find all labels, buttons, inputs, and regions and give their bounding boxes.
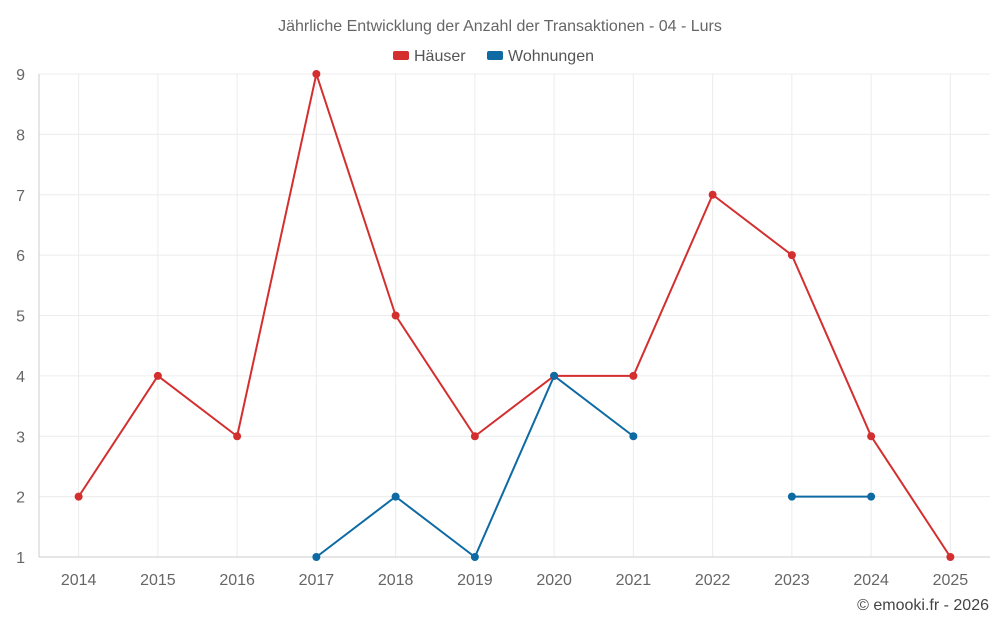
- data-point-haeuser[interactable]: [946, 553, 955, 561]
- y-tick-label: 1: [16, 550, 25, 567]
- y-tick-label: 7: [16, 188, 25, 205]
- data-point-haeuser[interactable]: [312, 70, 321, 78]
- x-tick-label: 2021: [616, 572, 652, 589]
- y-tick-label: 9: [16, 67, 25, 84]
- axes: 1 2 3 4 5 6 7 8 9 2014 2015 2016 2017 2018 2019 2020 202…: [16, 67, 990, 589]
- data-point-wohnungen[interactable]: [550, 371, 559, 380]
- x-tick-label: 2018: [378, 572, 414, 589]
- y-tick-label: 6: [16, 248, 25, 265]
- x-tick-label: 2019: [457, 572, 493, 589]
- x-tick-label: 2014: [61, 572, 97, 589]
- data-point-wohnungen[interactable]: [312, 553, 321, 561]
- data-point-wohnungen[interactable]: [867, 492, 876, 501]
- y-tick-label: 3: [16, 429, 25, 446]
- series-haeuser: [74, 70, 955, 561]
- x-tick-label: 2023: [774, 572, 810, 589]
- data-point-haeuser[interactable]: [470, 432, 479, 441]
- x-tick-label: 2016: [219, 572, 255, 589]
- x-tick-label: 2015: [140, 572, 176, 589]
- series: [74, 70, 955, 561]
- x-tick-label: 2024: [853, 572, 889, 589]
- data-point-haeuser[interactable]: [74, 492, 83, 501]
- data-point-haeuser[interactable]: [787, 251, 796, 260]
- legend-item-wohnungen[interactable]: Wohnungen: [487, 48, 594, 65]
- legend-item-haeuser[interactable]: Häuser: [393, 48, 466, 65]
- y-tick-label: 5: [16, 309, 25, 326]
- data-point-haeuser[interactable]: [153, 371, 162, 380]
- y-tick-label: 2: [16, 490, 25, 507]
- y-tick-label: 4: [16, 369, 25, 386]
- data-point-wohnungen[interactable]: [629, 432, 638, 441]
- x-tick-label: 2020: [536, 572, 572, 589]
- credit-text: © emooki.fr - 2026: [857, 597, 989, 614]
- legend-swatch-wohnungen: [487, 51, 503, 60]
- grid: [39, 73, 990, 557]
- legend-label-haeuser: Häuser: [414, 48, 466, 65]
- data-point-haeuser[interactable]: [391, 311, 400, 320]
- series-line-haeuser: [77, 73, 952, 558]
- legend: Häuser Wohnungen: [393, 48, 594, 65]
- x-tick-label: 2025: [933, 572, 969, 589]
- x-tick-label: 2022: [695, 572, 731, 589]
- chart-title: Jährliche Entwicklung der Anzahl der Tra…: [278, 18, 722, 35]
- data-point-haeuser[interactable]: [629, 371, 638, 380]
- data-point-haeuser[interactable]: [708, 190, 717, 199]
- x-tick-label: 2017: [299, 572, 335, 589]
- legend-label-wohnungen: Wohnungen: [508, 48, 594, 65]
- y-tick-label: 8: [16, 127, 25, 144]
- series-wohnungen: [312, 371, 876, 561]
- data-point-haeuser[interactable]: [233, 432, 242, 441]
- data-point-wohnungen[interactable]: [391, 492, 400, 501]
- data-point-haeuser[interactable]: [867, 432, 876, 441]
- legend-swatch-haeuser: [393, 51, 409, 60]
- data-point-wohnungen[interactable]: [470, 553, 479, 561]
- data-point-wohnungen[interactable]: [787, 492, 796, 501]
